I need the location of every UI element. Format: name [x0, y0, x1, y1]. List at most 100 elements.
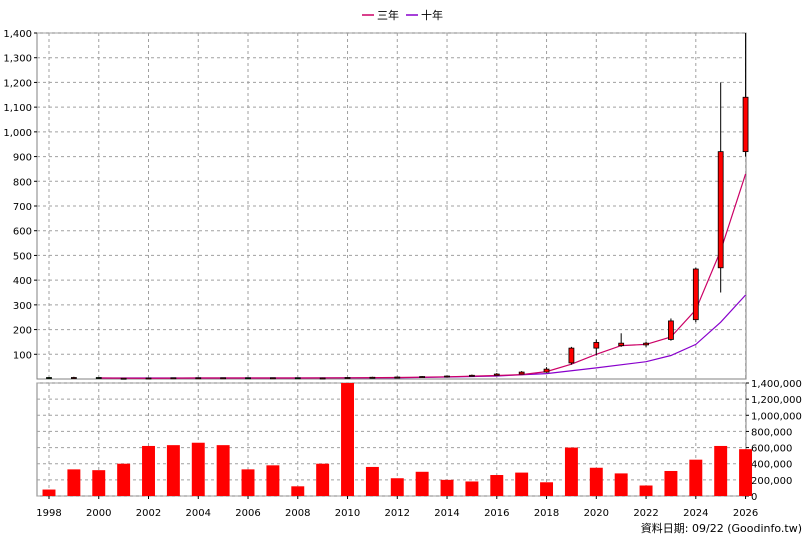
volume-bars — [42, 383, 753, 496]
volume-bar — [614, 473, 628, 496]
volume-bar — [266, 465, 280, 496]
volume-bar — [440, 479, 454, 496]
volume-bar — [117, 463, 131, 496]
candle-body — [46, 377, 52, 379]
candle-body — [394, 376, 401, 379]
candle-body — [220, 377, 227, 380]
volume-tick-label: 0 — [751, 492, 757, 503]
ma-10yr-line — [98, 294, 747, 379]
candle-body — [618, 342, 625, 347]
volume-bar — [739, 449, 753, 496]
volume-bar — [166, 445, 180, 496]
x-axis: 1998 2000 2002 2004 2006 2008 2010 2012 2014 2016… — [36, 496, 758, 519]
candle-body — [270, 377, 276, 380]
price-tick-label: 800 — [13, 177, 32, 188]
volume-bar — [390, 478, 404, 496]
volume-tick-label: 1,000,000 — [751, 411, 802, 422]
candle-body — [469, 374, 475, 377]
candle-body — [518, 371, 525, 375]
candle-body — [170, 377, 177, 380]
volume-bar — [365, 466, 379, 496]
volume-tick-label: 1,400,000 — [751, 379, 802, 390]
price-tick-label: 1,400 — [3, 29, 32, 40]
legend-label: 十年 — [421, 8, 443, 22]
x-tick-label: 2004 — [186, 508, 211, 519]
x-tick-label: 2026 — [733, 508, 758, 519]
footer-date: 資料日期: 09/22 — [641, 521, 724, 535]
candle-body — [444, 375, 450, 378]
candle-body — [742, 96, 749, 153]
volume-tick-label: 1,200,000 — [751, 395, 802, 406]
x-tick-label: 2022 — [633, 508, 658, 519]
volume-tick-label: 400,000 — [751, 460, 792, 471]
price-tick-label: 900 — [13, 153, 32, 164]
price-tick-label: 1,000 — [3, 128, 32, 139]
price-tick-label: 700 — [13, 202, 32, 213]
volume-axis: 0 200,000 400,000 600,000 800,000 1,000,000 1,… — [746, 379, 802, 503]
footer-source: (Goodinfo.tw) — [727, 522, 802, 535]
volume-bar — [540, 482, 554, 496]
candle-body — [543, 368, 550, 373]
candle-body — [692, 268, 699, 321]
volume-bar — [67, 469, 81, 496]
x-tick-label: 2012 — [385, 508, 410, 519]
volume-bar — [465, 481, 479, 496]
x-tick-label: 2000 — [86, 508, 111, 519]
candle-body — [419, 376, 426, 378]
price-tick-label: 100 — [13, 350, 32, 361]
x-tick-label: 2008 — [285, 508, 310, 519]
legend: 三年 十年 — [362, 8, 443, 22]
volume-bar — [216, 445, 230, 496]
volume-bar — [191, 442, 205, 496]
price-tick-label: 1,300 — [3, 54, 32, 65]
candle-body — [245, 377, 251, 380]
price-tick-label: 500 — [13, 251, 32, 262]
volume-bar — [316, 463, 330, 496]
volume-bar — [564, 447, 578, 496]
candle-body — [643, 342, 649, 346]
volume-bar — [639, 485, 653, 496]
volume-tick-label: 200,000 — [751, 476, 792, 487]
price-tick-label: 1,100 — [3, 103, 32, 114]
candle-body — [294, 377, 301, 380]
candle-body — [568, 347, 575, 364]
price-tick-label: 1,200 — [3, 78, 32, 89]
volume-bar — [341, 383, 354, 496]
volume-bar — [490, 475, 504, 496]
candle-body — [145, 377, 152, 380]
x-tick-label: 2002 — [136, 508, 161, 519]
volume-bar — [291, 486, 305, 496]
volume-bar — [241, 469, 255, 496]
moving-average-lines — [98, 173, 747, 379]
candle-body — [70, 377, 77, 379]
candle-body — [195, 377, 202, 380]
price-tick-label: 400 — [13, 276, 32, 287]
candle-body — [717, 151, 724, 269]
x-tick-label: 2010 — [335, 508, 360, 519]
volume-tick-label: 600,000 — [751, 444, 792, 455]
price-tick-label: 600 — [13, 227, 32, 238]
candle-body — [319, 377, 326, 380]
x-tick-label: 2014 — [434, 508, 459, 519]
legend-label: 三年 — [377, 8, 399, 22]
price-tick-label: 300 — [13, 301, 32, 312]
x-tick-label: 2006 — [235, 508, 260, 519]
volume-bar — [689, 459, 703, 496]
volume-bar — [42, 489, 56, 496]
candle-body — [668, 320, 674, 340]
price-tick-label: 200 — [13, 326, 32, 337]
candle-body — [369, 376, 376, 379]
grid — [36, 32, 747, 497]
x-tick-label: 2018 — [534, 508, 559, 519]
candle-body — [344, 377, 351, 379]
candle-body — [593, 342, 600, 349]
volume-bar — [142, 445, 155, 496]
volume-bar — [92, 470, 106, 496]
candle-body — [493, 373, 500, 376]
price-axis: 100 200 300 400 500 600 700 800 900 1,000 1,100 1,2… — [3, 29, 37, 361]
volume-bar — [664, 470, 678, 496]
x-tick-label: 2016 — [484, 508, 509, 519]
volume-bar — [714, 445, 728, 496]
